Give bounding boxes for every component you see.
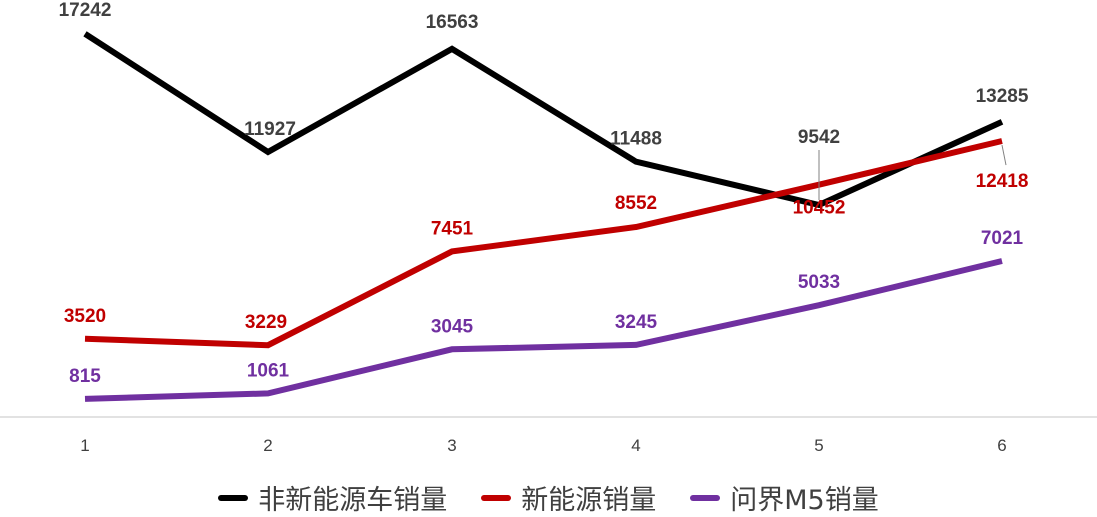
data-label: 17242 [59,0,112,21]
data-label: 11488 [610,129,662,150]
data-label: 13285 [976,86,1029,107]
x-tick-label: 1 [80,436,89,455]
data-label: 3229 [245,312,287,333]
legend-label: 非新能源车销量 [258,485,448,516]
data-label: 11927 [244,119,296,140]
data-label: 5033 [798,272,840,293]
series-line-2 [84,138,1003,349]
legend-swatch [481,494,512,501]
data-label: 7451 [431,218,474,239]
leader-line [1001,144,1007,166]
data-label: 3520 [64,306,106,327]
data-label: 16563 [426,12,479,33]
legend-item-1: 非新能源车销量 [218,478,447,517]
data-label: 3045 [431,316,474,337]
legend-label: 新能源销量 [521,485,657,516]
data-label: 8552 [615,193,657,214]
line-chart: 17242 11927 16563 11488 9542 13285 3520 3229 745… [0,0,1097,455]
data-label: 1061 [247,360,290,381]
x-tick-label: 3 [447,436,456,455]
data-label: 10452 [793,198,846,219]
x-tick-label: 5 [814,436,823,455]
series-line-3 [84,258,1003,402]
data-label-layer: 17242 11927 16563 11488 9542 13285 3520 3229 745… [59,0,1029,387]
x-tick-label: 4 [631,436,640,455]
legend: 非新能源车销量 新能源销量 问界M5销量 [0,478,1097,517]
data-label: 7021 [981,228,1024,249]
legend-item-3: 问界M5销量 [690,478,879,517]
data-label: 3245 [615,312,658,333]
legend-label: 问界M5销量 [730,485,879,516]
series-layer [83,31,1004,402]
data-label: 12418 [976,171,1029,192]
legend-item-2: 新能源销量 [481,478,656,517]
data-label: 9542 [798,127,840,148]
x-tick-layer: 1 2 3 4 5 6 [80,436,1006,455]
x-tick-label: 2 [263,436,272,455]
legend-swatch [690,494,721,501]
x-tick-label: 6 [997,436,1006,455]
series-line-1 [83,31,1004,209]
data-label: 815 [69,366,101,387]
legend-swatch [218,494,249,501]
